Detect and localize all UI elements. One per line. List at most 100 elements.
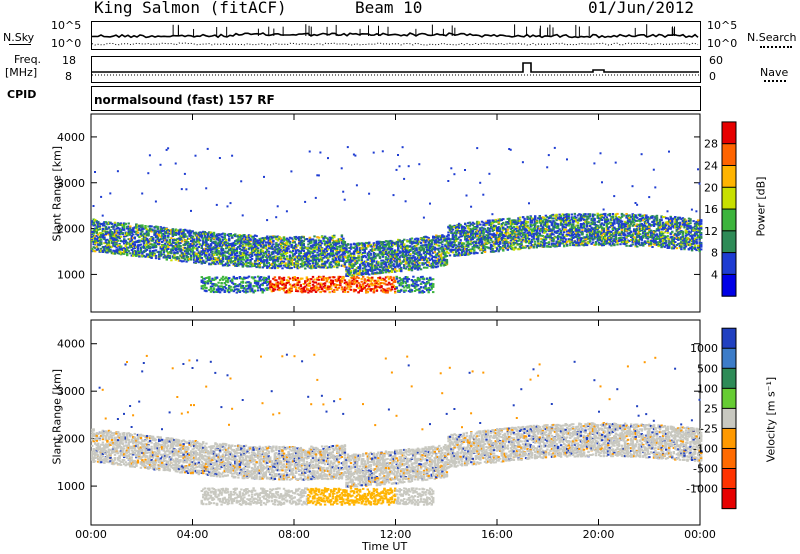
scatter-cell — [342, 260, 345, 263]
scatter-cell — [269, 288, 272, 291]
scatter-cell — [372, 289, 376, 292]
scatter-cell — [299, 277, 302, 280]
scatter-cell — [91, 238, 94, 241]
scatter-cell — [199, 231, 202, 234]
scatter-cell — [98, 225, 101, 228]
scatter-cell — [182, 229, 185, 231]
scatter-cell — [272, 243, 275, 246]
scatter-cell — [202, 243, 205, 246]
scatter-cell — [378, 245, 382, 248]
scatter-cell — [311, 252, 315, 255]
scatter-cell — [226, 205, 229, 208]
scatter-cell — [368, 257, 371, 260]
scatter-cell — [257, 283, 260, 286]
scatter-cell — [112, 225, 115, 228]
scatter-cell — [369, 266, 372, 269]
scatter-cell — [229, 288, 232, 291]
scatter-cell — [288, 256, 292, 259]
scatter-cell — [365, 247, 368, 249]
scatter-cell — [378, 270, 382, 273]
scatter-cell — [244, 252, 248, 255]
scatter-cell — [269, 235, 272, 238]
scatter-cell — [331, 281, 334, 284]
scatter-cell — [202, 248, 205, 251]
scatter-cell — [281, 281, 284, 284]
scatter-cell — [372, 260, 376, 263]
scatter-cell — [100, 249, 103, 252]
scatter-cell — [281, 254, 284, 257]
scatter-cell — [229, 257, 232, 260]
scatter-cell — [355, 260, 359, 263]
scatter-cell — [215, 248, 219, 250]
scatter-cell — [183, 235, 187, 238]
scatter-cell — [267, 282, 270, 285]
scatter-cell — [330, 266, 333, 269]
scatter-cell — [298, 241, 301, 244]
scatter-cell — [355, 249, 359, 252]
scatter-cell — [413, 249, 417, 252]
scatter-cell — [279, 277, 283, 280]
scatter-cell — [369, 259, 372, 262]
scatter-cell — [412, 248, 415, 250]
scatter-cell — [365, 272, 368, 275]
scatter-cell — [116, 250, 120, 253]
scatter-cell — [255, 257, 258, 260]
scatter-cell — [229, 254, 232, 257]
scatter-cell — [91, 240, 94, 243]
scatter-cell — [190, 256, 193, 259]
scatter-cell — [266, 265, 269, 268]
scatter-cell — [176, 229, 179, 232]
scatter-cell — [372, 265, 376, 268]
scatter-cell — [173, 232, 176, 235]
scatter-cell — [390, 288, 394, 291]
scatter-cell — [302, 288, 305, 291]
scatter-cell — [238, 291, 242, 293]
scatter-cell — [257, 257, 260, 260]
scatter-cell — [339, 256, 342, 259]
scatter-cell — [144, 227, 147, 230]
scatter-cell — [194, 254, 197, 256]
scatter-cell — [288, 289, 292, 292]
scatter-cell — [412, 282, 415, 285]
scatter-cell — [398, 251, 401, 254]
power-scatter — [91, 146, 703, 294]
scatter-cell — [130, 249, 133, 252]
scatter-cell — [278, 265, 281, 268]
scatter-cell — [190, 258, 193, 261]
scatter-cell — [148, 154, 151, 157]
scatter-cell — [231, 247, 234, 250]
scatter-cell — [199, 239, 202, 242]
scatter-cell — [118, 231, 121, 234]
scatter-cell — [150, 257, 153, 259]
scatter-cell — [319, 242, 322, 245]
scatter-cell — [101, 234, 105, 237]
scatter-cell — [316, 236, 319, 239]
scatter-cell — [232, 246, 235, 249]
scatter-cell — [211, 254, 214, 257]
scatter-cell — [273, 279, 277, 282]
scatter-cell — [223, 235, 226, 238]
scatter-cell — [196, 240, 199, 243]
scatter-cell — [249, 243, 252, 246]
scatter-cell — [218, 262, 222, 265]
scatter-cell — [110, 234, 114, 237]
nsearch-trace — [91, 42, 699, 46]
scatter-cell — [258, 251, 261, 254]
scatter-cell — [250, 257, 254, 260]
scatter-cell — [304, 246, 307, 249]
scatter-cell — [258, 258, 261, 261]
scatter-cell — [316, 257, 319, 260]
scatter-cell — [91, 248, 94, 250]
scatter-cell — [287, 258, 290, 261]
scatter-cell — [220, 242, 223, 245]
scatter-cell — [395, 287, 398, 290]
scatter-cell — [278, 243, 281, 246]
scatter-cell — [377, 243, 380, 245]
scatter-cell — [290, 267, 293, 269]
scatter-cell — [316, 246, 319, 249]
scatter-cell — [257, 281, 260, 284]
scatter-cell — [191, 247, 194, 250]
scatter-cell — [215, 276, 219, 279]
scatter-cell — [162, 256, 165, 259]
scatter-cell — [217, 244, 220, 247]
